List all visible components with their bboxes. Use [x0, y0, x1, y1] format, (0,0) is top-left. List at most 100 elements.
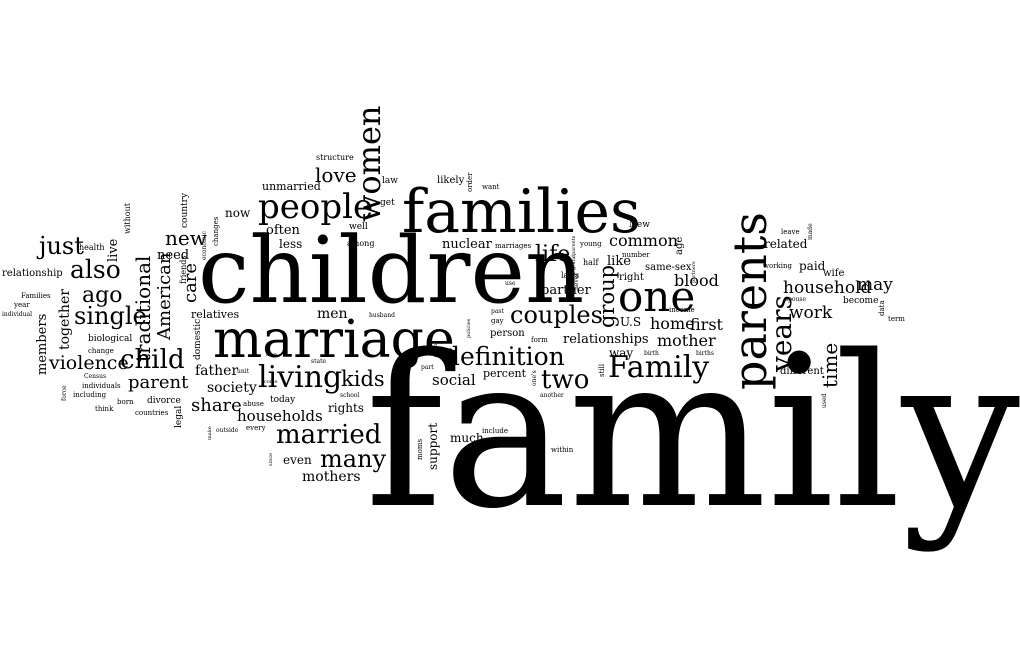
word-law: law: [382, 176, 398, 186]
word-person: person: [490, 328, 525, 339]
word-come: come: [264, 379, 278, 385]
word-year: year: [13, 301, 30, 309]
word-often: often: [266, 223, 301, 238]
word-living: living: [258, 360, 342, 395]
word-today: today: [270, 395, 296, 405]
word-right: right: [619, 272, 644, 283]
word-legal: legal: [174, 406, 184, 428]
word-just: just: [36, 232, 84, 260]
word-country: country: [180, 192, 190, 228]
word-including: including: [73, 391, 107, 399]
word-man: man: [266, 352, 278, 358]
word-households: households: [237, 407, 323, 425]
word-friends: friends: [179, 256, 188, 284]
word-grandparents: grandparents: [571, 235, 577, 270]
word-like: like: [607, 254, 631, 269]
word-half: half: [583, 258, 599, 267]
word-need: need: [157, 248, 189, 263]
word-love: love: [315, 163, 357, 187]
word-New: New: [629, 220, 650, 230]
word-relationship: relationship: [2, 268, 63, 279]
word-without: without: [123, 202, 132, 234]
word-even: even: [283, 453, 312, 467]
word-society: society: [207, 380, 257, 396]
word-force: force: [61, 385, 68, 401]
word-term: term: [888, 315, 905, 323]
word-care: care: [180, 263, 201, 303]
word-paid: paid: [799, 259, 826, 273]
word-change: change: [88, 347, 114, 355]
word-every: every: [246, 424, 266, 432]
word-likely: likely: [437, 175, 465, 186]
word-gay: gay: [491, 317, 504, 325]
word-social: social: [432, 371, 476, 389]
word-use: use: [505, 280, 516, 287]
word-school: school: [340, 392, 360, 399]
word-parents: parents: [723, 212, 777, 390]
word-less: less: [279, 237, 302, 251]
word-nuclear: nuclear: [442, 237, 493, 252]
word-want: want: [482, 183, 500, 191]
word-household: household: [783, 278, 872, 298]
word-American: American: [154, 252, 175, 341]
word-among: among: [347, 239, 374, 248]
word-individual: individual: [2, 311, 32, 318]
word-include: include: [482, 427, 508, 435]
word-age: age: [674, 237, 685, 255]
word-unmarried: unmarried: [262, 180, 321, 193]
word-partner: partner: [541, 283, 592, 298]
word-number: number: [622, 251, 650, 259]
word-unit: unit: [237, 368, 250, 375]
word-well: well: [349, 222, 368, 232]
word-become: become: [843, 296, 878, 306]
word-different: different: [780, 366, 824, 377]
word-women: women: [350, 105, 388, 222]
word-economic: economic: [201, 230, 208, 260]
word-changes: changes: [212, 216, 220, 246]
word-children: children: [198, 217, 584, 324]
word-one's: one's: [531, 370, 538, 386]
word-spouse: spouse: [785, 296, 806, 303]
word-high: high: [433, 343, 439, 355]
word-moms: moms: [416, 439, 424, 460]
word-first: first: [690, 315, 724, 334]
word-leave: leave: [781, 228, 800, 236]
word-support: support: [426, 423, 440, 470]
word-individuals: individuals: [82, 382, 121, 390]
word-policies: policies: [466, 318, 472, 338]
word-health: health: [79, 243, 105, 252]
word-part: part: [421, 364, 434, 371]
word-since: since: [268, 453, 274, 466]
word-order: order: [466, 172, 474, 192]
word-percent: percent: [483, 367, 527, 380]
word-never: never: [573, 273, 580, 290]
word-parent: parent: [128, 372, 189, 393]
word-father: father: [195, 363, 238, 379]
word-may: may: [857, 275, 893, 295]
word-people: people: [258, 187, 373, 227]
word-one: one: [618, 272, 695, 321]
word-Families: Families: [21, 292, 51, 300]
word-way: way: [609, 346, 633, 360]
word-wife: wife: [823, 268, 844, 279]
word-marriages: marriages: [495, 242, 532, 250]
word-marriage: marriage: [213, 310, 455, 370]
word-another: another: [540, 392, 564, 399]
word-Census: Census: [84, 373, 106, 380]
word-mother: mother: [657, 331, 716, 350]
word-young: young: [579, 240, 602, 248]
word-income: income: [669, 306, 695, 314]
word-working: working: [763, 262, 793, 270]
word-violence: violence: [48, 352, 129, 374]
word-single: single: [74, 302, 147, 330]
word-within: within: [551, 446, 574, 454]
word-two: two: [541, 365, 589, 395]
word-related: related: [764, 237, 808, 251]
word-outside: outside: [216, 427, 239, 434]
word-born: born: [117, 398, 134, 406]
word-time: time: [818, 343, 842, 388]
word-common: common: [609, 231, 678, 250]
word-new: new: [165, 226, 207, 250]
word-share: share: [191, 395, 242, 416]
